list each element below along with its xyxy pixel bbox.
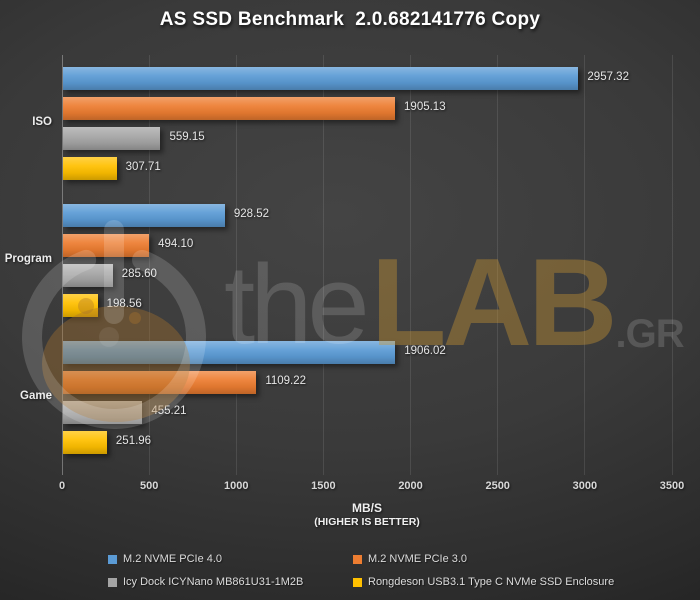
legend-swatch-icon <box>108 577 117 587</box>
bar-value-label: 928.52 <box>233 208 269 220</box>
x-tick-label-500: 500 <box>139 480 159 492</box>
bar-value-label: 559.15 <box>169 131 205 143</box>
x-tick-label-2000: 2000 <box>398 480 423 492</box>
legend-label: M.2 NVME PCIe 3.0 <box>368 553 468 565</box>
bar-program-series-3 <box>63 294 98 317</box>
bar-iso-series-3 <box>63 157 117 180</box>
legend-label: M.2 NVME PCIe 4.0 <box>123 553 223 565</box>
legend-item-3: Rongdeson USB3.1 Type C NVMe SSD Enclosu… <box>353 576 614 588</box>
legend-label: Rongdeson USB3.1 Type C NVMe SSD Enclosu… <box>368 576 615 588</box>
legend-item-1: M.2 NVME PCIe 3.0 <box>353 553 467 565</box>
bar-game-series-3 <box>63 431 107 454</box>
bar-value-label: 1906.02 <box>404 345 446 357</box>
category-label-program: Program <box>4 252 52 265</box>
x-axis-label: MB/S <box>352 501 382 515</box>
x-tick-label-3500: 3500 <box>659 480 685 492</box>
x-axis-note: (HIGHER IS BETTER) <box>314 516 420 528</box>
bar-program-series-2 <box>63 264 113 287</box>
bar-value-label: 1905.13 <box>404 101 446 113</box>
bar-game-series-1 <box>63 371 257 394</box>
gridline-1500 <box>322 55 324 475</box>
bar-game-series-2 <box>63 401 143 424</box>
legend-swatch-icon <box>353 577 362 587</box>
gridline-1000 <box>235 55 237 475</box>
gridline-3000 <box>584 55 586 475</box>
bar-program-series-1 <box>63 234 150 257</box>
category-label-iso: ISO <box>32 115 52 128</box>
gridline-500 <box>148 55 150 475</box>
bar-value-label: 198.56 <box>106 298 142 310</box>
bar-value-label: 285.60 <box>121 268 157 280</box>
bar-iso-series-1 <box>63 97 396 120</box>
x-tick-label-1500: 1500 <box>311 480 336 492</box>
bar-game-series-0 <box>63 341 396 364</box>
legend-item-0: M.2 NVME PCIe 4.0 <box>108 553 222 565</box>
category-label-game: Game <box>20 389 52 402</box>
x-tick-label-0: 0 <box>58 480 66 492</box>
x-tick-label-1000: 1000 <box>224 480 249 492</box>
bar-iso-series-0 <box>63 67 579 90</box>
bar-iso-series-2 <box>63 127 161 150</box>
legend-swatch-icon <box>353 554 362 564</box>
bar-value-label: 307.71 <box>125 161 161 173</box>
gridline-2000 <box>410 55 412 475</box>
bar-value-label: 2957.32 <box>587 71 629 83</box>
bar-value-label: 494.10 <box>158 238 194 250</box>
bar-value-label: 1109.22 <box>265 375 307 387</box>
bar-value-label: 455.21 <box>151 405 187 417</box>
gridline-3500 <box>671 55 673 475</box>
legend-swatch-icon <box>108 554 117 564</box>
bar-program-series-0 <box>63 204 225 227</box>
bar-value-label: 251.96 <box>115 435 152 447</box>
legend-item-2: Icy Dock ICYNano MB861U31-1M2B <box>108 576 303 588</box>
x-tick-label-3000: 3000 <box>572 480 598 492</box>
chart-title: AS SSD Benchmark 2.0.682141776 Copy <box>159 9 541 30</box>
legend-label: Icy Dock ICYNano MB861U31-1M2B <box>123 576 304 588</box>
x-tick-label-2500: 2500 <box>485 480 510 492</box>
gridline-2500 <box>497 55 499 475</box>
gridline-0 <box>61 55 63 475</box>
